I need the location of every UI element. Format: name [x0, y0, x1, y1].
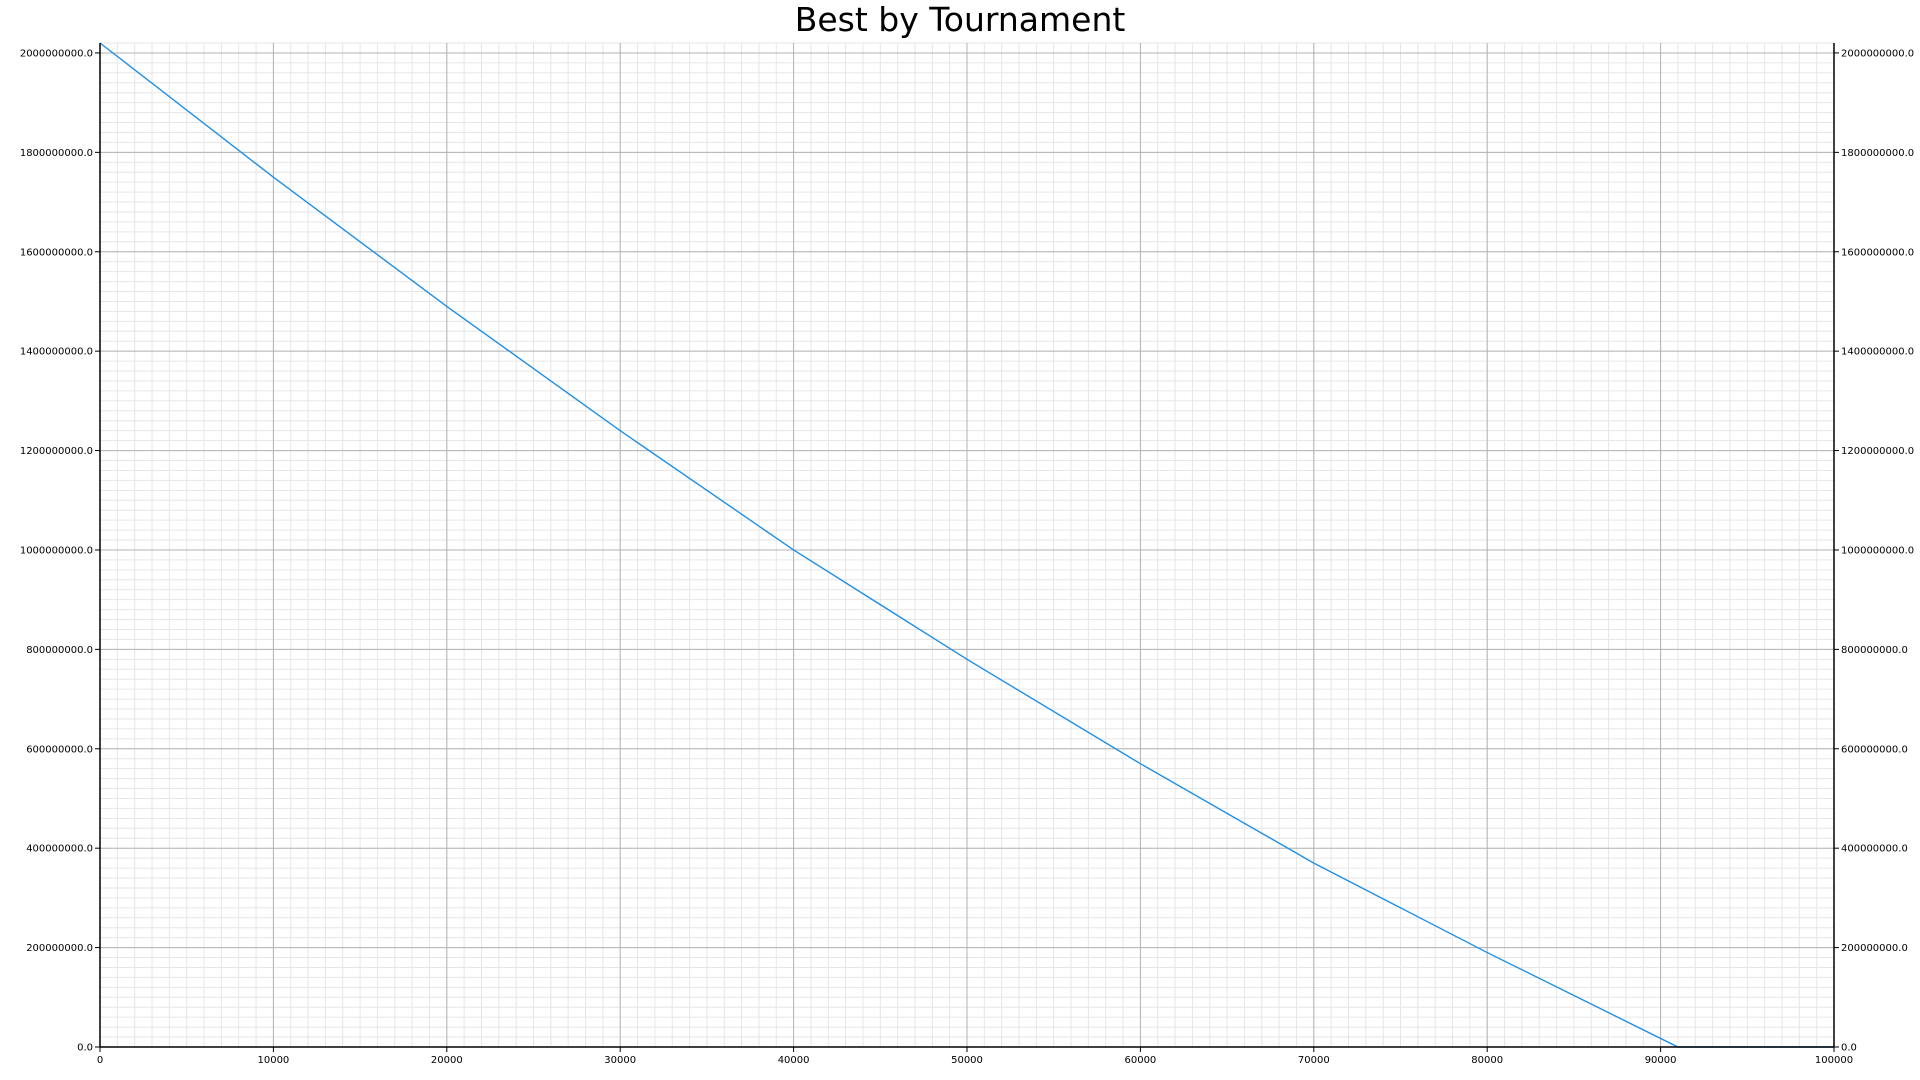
x-tick-label: 0: [97, 1055, 103, 1066]
y-tick-label-left: 800000000.0: [26, 645, 93, 656]
x-tick-label: 100000: [1815, 1055, 1853, 1066]
y-tick-label-right: 1400000000.0: [1841, 347, 1914, 358]
y-tick-label-left: 0.0: [77, 1043, 93, 1054]
y-tick-label-right: 200000000.0: [1841, 943, 1908, 954]
x-tick-label: 10000: [257, 1055, 289, 1066]
series-layer: [99, 42, 1834, 1048]
y-tick-label-left: 1800000000.0: [20, 148, 93, 159]
y-tick-label-right: 1200000000.0: [1841, 446, 1914, 457]
y-tick-label-right: 2000000000.0: [1841, 48, 1914, 59]
x-tick-label: 60000: [1124, 1055, 1156, 1066]
y-tick-label-left: 2000000000.0: [20, 48, 93, 59]
y-tick-label-right: 800000000.0: [1841, 645, 1908, 656]
y-tick-label-right: 400000000.0: [1841, 844, 1908, 855]
y-tick-label-right: 1800000000.0: [1841, 148, 1914, 159]
y-tick-label-left: 1200000000.0: [20, 446, 93, 457]
x-tick-label: 40000: [778, 1055, 810, 1066]
x-tick-label: 30000: [604, 1055, 636, 1066]
y-tick-label-left: 600000000.0: [26, 744, 93, 755]
y-tick-label-right: 1600000000.0: [1841, 247, 1914, 258]
x-tick-label: 50000: [951, 1055, 983, 1066]
y-tick-label-right: 0.0: [1841, 1043, 1857, 1054]
y-tick-label-left: 1000000000.0: [20, 545, 93, 556]
x-tick-label: 20000: [431, 1055, 463, 1066]
ticks-layer: 0 10000 20000 30000 40000 50000 60000 70000 8000…: [20, 48, 1914, 1066]
x-tick-label: 90000: [1645, 1055, 1677, 1066]
y-tick-label-left: 400000000.0: [26, 844, 93, 855]
x-tick-label: 70000: [1298, 1055, 1330, 1066]
series-line: [99, 42, 1834, 1048]
x-tick-label: 80000: [1471, 1055, 1503, 1066]
y-tick-label-left: 1400000000.0: [20, 347, 93, 358]
y-tick-label-right: 1000000000.0: [1841, 545, 1914, 556]
y-tick-label-left: 200000000.0: [26, 943, 93, 954]
chart-title: Best by Tournament: [794, 0, 1126, 39]
y-tick-label-left: 1600000000.0: [20, 247, 93, 258]
y-tick-label-right: 600000000.0: [1841, 744, 1908, 755]
